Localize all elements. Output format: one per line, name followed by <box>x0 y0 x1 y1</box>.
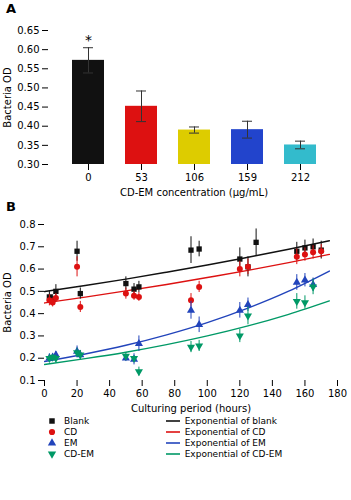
html-text:Exponential of CD: Exponential of CD <box>184 427 266 437</box>
svg-text:0.3: 0.3 <box>20 330 36 341</box>
svg-text:212: 212 <box>291 172 310 183</box>
svg-text:53: 53 <box>135 172 148 183</box>
svg-text:160: 160 <box>295 388 314 399</box>
svg-text:60: 60 <box>136 388 149 399</box>
svg-text:0.1: 0.1 <box>20 375 36 386</box>
svg-text:0.4: 0.4 <box>20 308 36 319</box>
svg-text:Bacteria OD: Bacteria OD <box>2 272 13 333</box>
html-text:B: B <box>6 199 16 214</box>
svg-text:159: 159 <box>238 172 257 183</box>
svg-text:Culturing period (hours): Culturing period (hours) <box>131 403 251 414</box>
html-text:Exponential of CD-EM: Exponential of CD-EM <box>184 449 283 459</box>
svg-text:CD-EM concentration (μg/mL): CD-EM concentration (μg/mL) <box>120 187 268 198</box>
svg-text:140: 140 <box>263 388 282 399</box>
html-text:EM: EM <box>64 438 78 448</box>
svg-text:0.50: 0.50 <box>17 82 39 93</box>
svg-text:0.40: 0.40 <box>17 120 39 131</box>
svg-text:180: 180 <box>328 388 347 399</box>
svg-text:0.60: 0.60 <box>17 44 39 55</box>
html-text:CD-EM: CD-EM <box>64 449 94 459</box>
html-text:A: A <box>6 1 17 16</box>
svg-text:*: * <box>85 32 92 48</box>
html-text:Exponential of blank: Exponential of blank <box>184 416 277 426</box>
svg-text:100: 100 <box>198 388 217 399</box>
svg-text:0.7: 0.7 <box>20 241 36 252</box>
svg-text:80: 80 <box>168 388 181 399</box>
svg-text:0.55: 0.55 <box>17 63 39 74</box>
svg-text:0.5: 0.5 <box>20 286 36 297</box>
svg-text:0.6: 0.6 <box>20 263 36 274</box>
html-text:Exponential of EM: Exponential of EM <box>184 438 266 448</box>
svg-text:0.30: 0.30 <box>17 159 39 170</box>
svg-text:120: 120 <box>230 388 249 399</box>
svg-text:20: 20 <box>71 388 84 399</box>
svg-text:0.45: 0.45 <box>17 101 39 112</box>
svg-text:0.8: 0.8 <box>20 219 36 230</box>
svg-text:0: 0 <box>41 388 47 399</box>
svg-text:0: 0 <box>85 172 91 183</box>
svg-text:0.35: 0.35 <box>17 140 39 151</box>
html-text:Blank: Blank <box>64 416 90 426</box>
svg-text:0.65: 0.65 <box>17 25 39 36</box>
svg-text:Bacteria OD: Bacteria OD <box>2 67 13 128</box>
html-text:CD: CD <box>64 427 78 437</box>
svg-text:40: 40 <box>103 388 116 399</box>
svg-text:106: 106 <box>185 172 204 183</box>
svg-text:0.2: 0.2 <box>20 352 36 363</box>
